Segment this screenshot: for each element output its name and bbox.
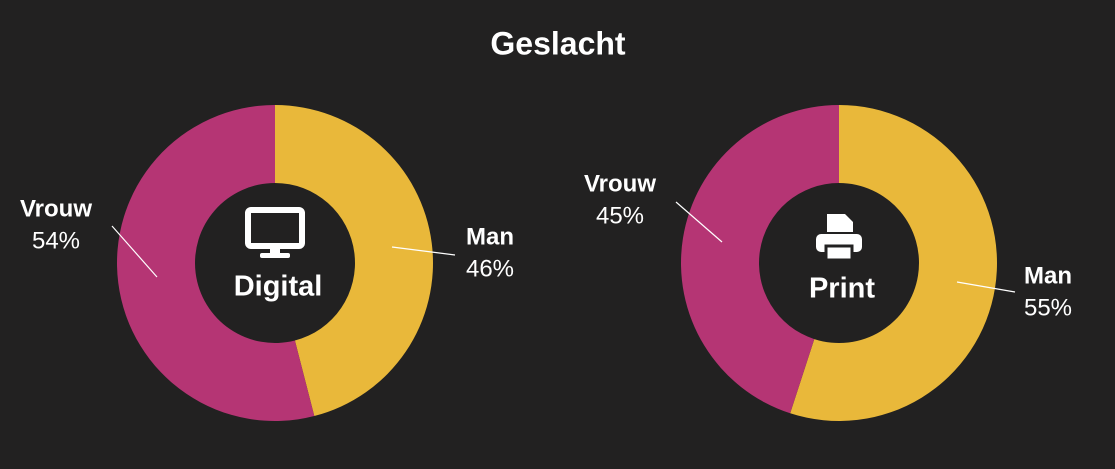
donut-segment — [790, 105, 997, 421]
donuts: Man 46% Vrouw 54% Digital Man 55% Vrouw 45% Print — [20, 105, 1072, 421]
leader-line — [391, 246, 456, 256]
value-label: 45% — [596, 202, 644, 229]
legend-label: Vrouw — [584, 170, 656, 197]
donut-segment — [681, 105, 839, 414]
legend-label: Vrouw — [20, 195, 92, 222]
leader-line — [675, 201, 723, 243]
value-label: 54% — [32, 227, 80, 254]
chart-title: Geslacht — [490, 25, 626, 61]
center-label: Digital — [234, 271, 323, 303]
leader-line — [956, 281, 1016, 293]
donut-segment — [275, 105, 433, 417]
legend-label: Man — [1024, 262, 1072, 289]
value-label: 46% — [466, 255, 514, 282]
printer-icon — [816, 214, 862, 262]
monitor-icon — [245, 207, 305, 258]
donut-segment — [116, 105, 315, 421]
leader-line — [111, 225, 158, 278]
value-label: 55% — [1024, 294, 1072, 321]
legend-label: Man — [466, 223, 514, 250]
center-label: Print — [809, 273, 875, 305]
